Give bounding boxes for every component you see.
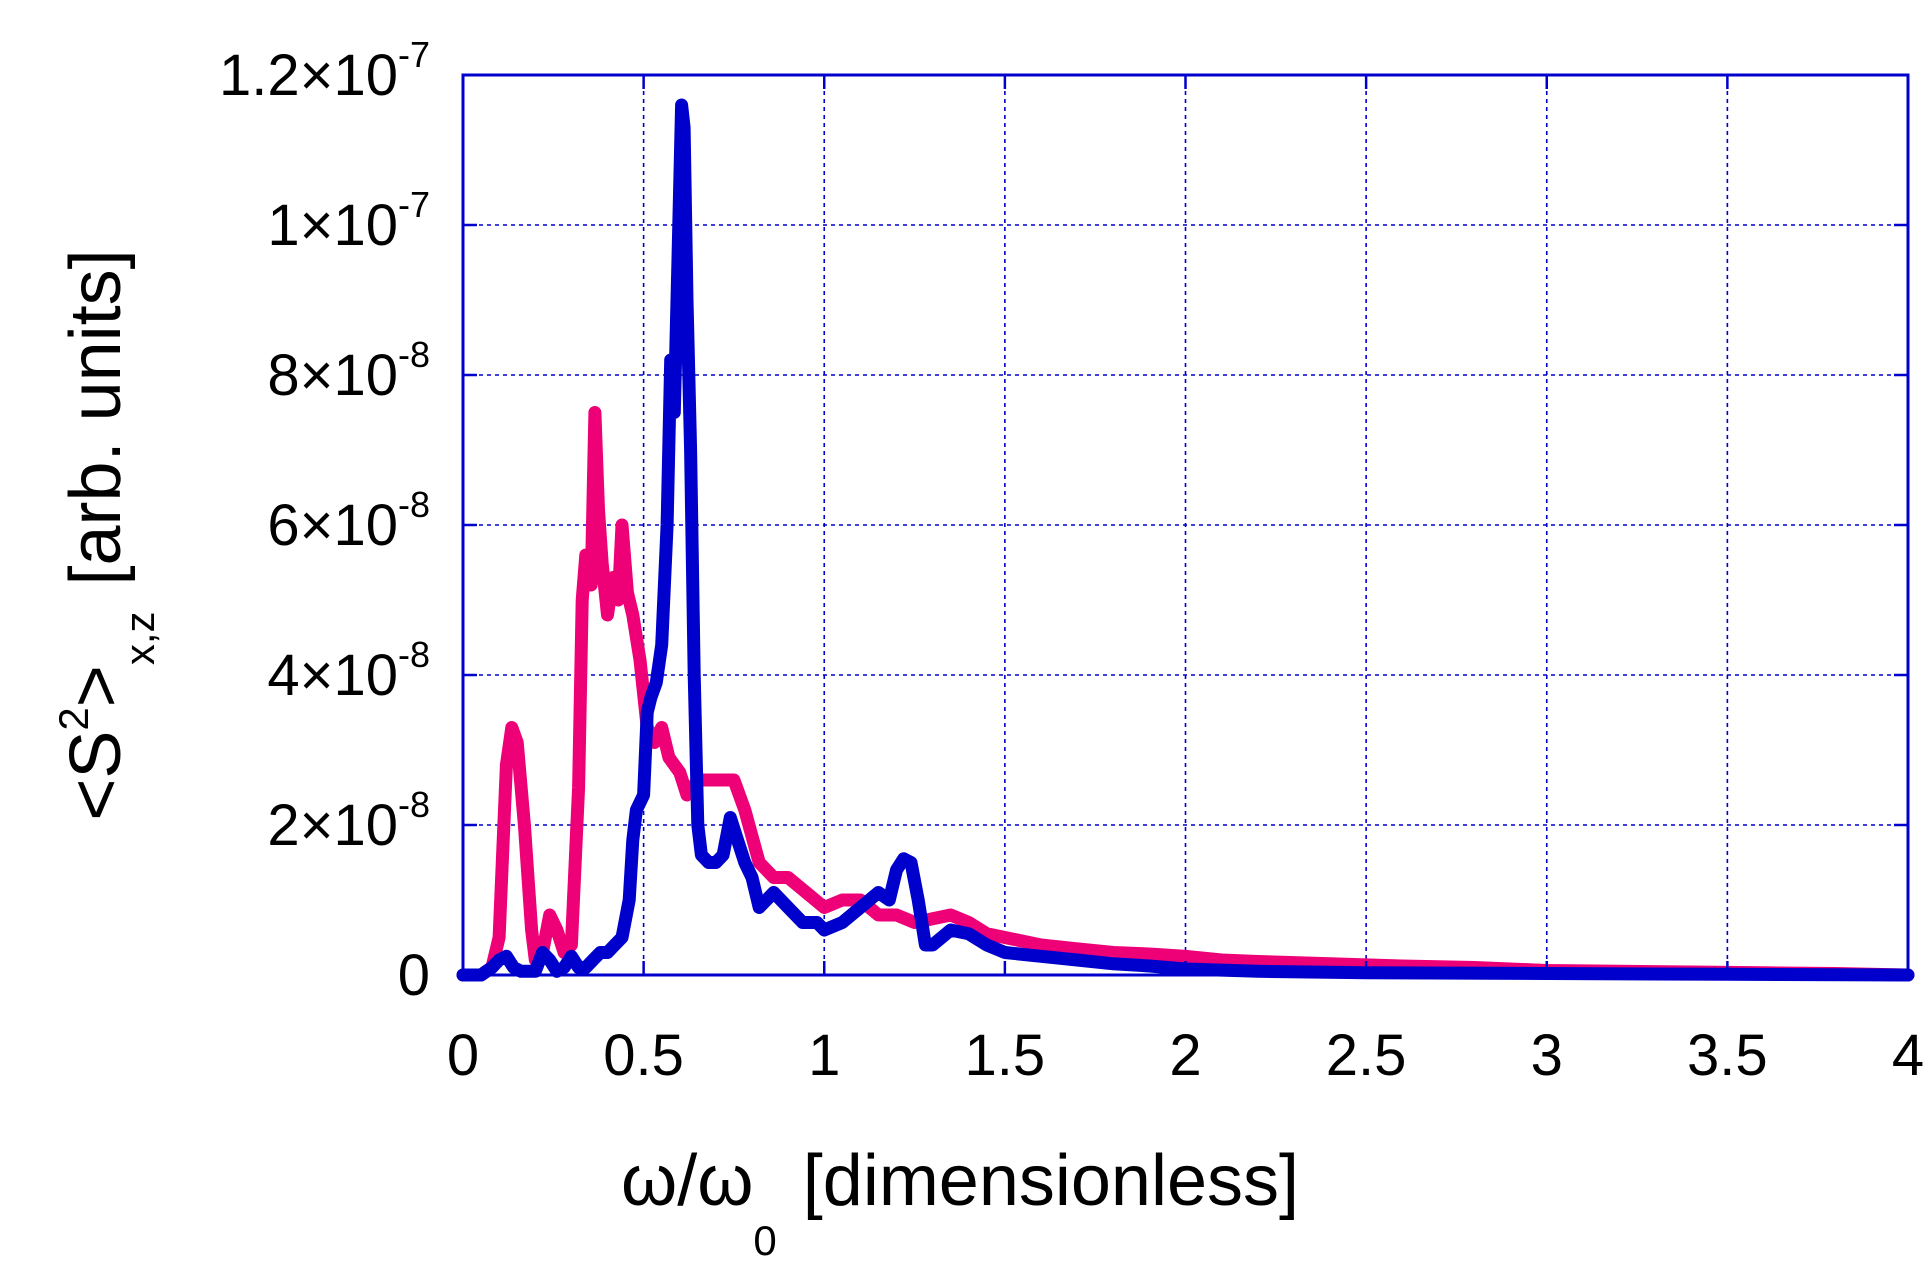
y-tick-label: 4×10-8 [267, 634, 430, 708]
y-tick-label: 0 [398, 943, 430, 1008]
y-tick-mantissa: 1.2×10 [219, 43, 398, 108]
y-tick-exponent: -8 [398, 634, 430, 675]
x-tick-label: 1.5 [965, 1023, 1046, 1088]
x-tick-label: 0 [447, 1023, 479, 1088]
series-line-2 [456, 98, 1915, 982]
x-tick-label: 3 [1531, 1023, 1563, 1088]
y-axis-title: <S2>x,z [arb. units] [50, 249, 163, 820]
y-tick-mantissa: 2×10 [267, 793, 398, 858]
y-tick-label: 2×10-8 [267, 784, 430, 858]
x-tick-label: 4 [1892, 1023, 1924, 1088]
y-axis-title-superscript: 2 [50, 707, 97, 730]
y-axis-title-subscript: x,z [116, 612, 163, 666]
y-tick-labels: 02×10-84×10-86×10-88×10-81×10-71.2×10-7 [219, 34, 430, 1008]
y-tick-label: 8×10-8 [267, 334, 430, 408]
y-tick-label: 1×10-7 [267, 184, 430, 258]
x-tick-label: 0.5 [603, 1023, 684, 1088]
y-tick-exponent: -8 [398, 784, 430, 825]
y-tick-mantissa: 0 [398, 943, 430, 1008]
x-axis-title-subscript: 0 [753, 1217, 776, 1264]
series-group [456, 98, 1915, 982]
x-tick-label: 3.5 [1687, 1023, 1768, 1088]
y-tick-exponent: -8 [398, 334, 430, 375]
y-tick-mantissa: 6×10 [267, 493, 398, 558]
x-tick-label: 2.5 [1326, 1023, 1407, 1088]
x-tick-labels: 0 0.5 1 1.5 2 2.5 3 3.5 4 [447, 1023, 1924, 1088]
y-tick-mantissa: 1×10 [267, 193, 398, 258]
y-tick-exponent: -8 [398, 484, 430, 525]
x-tick-label: 2 [1169, 1023, 1201, 1088]
y-tick-label: 1.2×10-7 [219, 34, 430, 108]
y-axis-title-middle: > [56, 665, 136, 707]
y-axis-title-suffix: [arb. units] [56, 249, 136, 585]
y-axis-title-prefix: <S [56, 731, 136, 821]
x-tick-label: 1 [808, 1023, 840, 1088]
y-tick-label: 6×10-8 [267, 484, 430, 558]
y-tick-exponent: -7 [398, 184, 430, 225]
x-axis-title-prefix: ω/ω [621, 1141, 753, 1221]
y-tick-mantissa: 4×10 [267, 643, 398, 708]
y-tick-mantissa: 8×10 [267, 343, 398, 408]
tick-marks [461, 73, 1910, 977]
x-axis-title: ω/ω0 [dimensionless] [621, 1141, 1299, 1264]
y-tick-exponent: -7 [398, 34, 430, 75]
x-axis-title-suffix: [dimensionless] [803, 1141, 1299, 1221]
